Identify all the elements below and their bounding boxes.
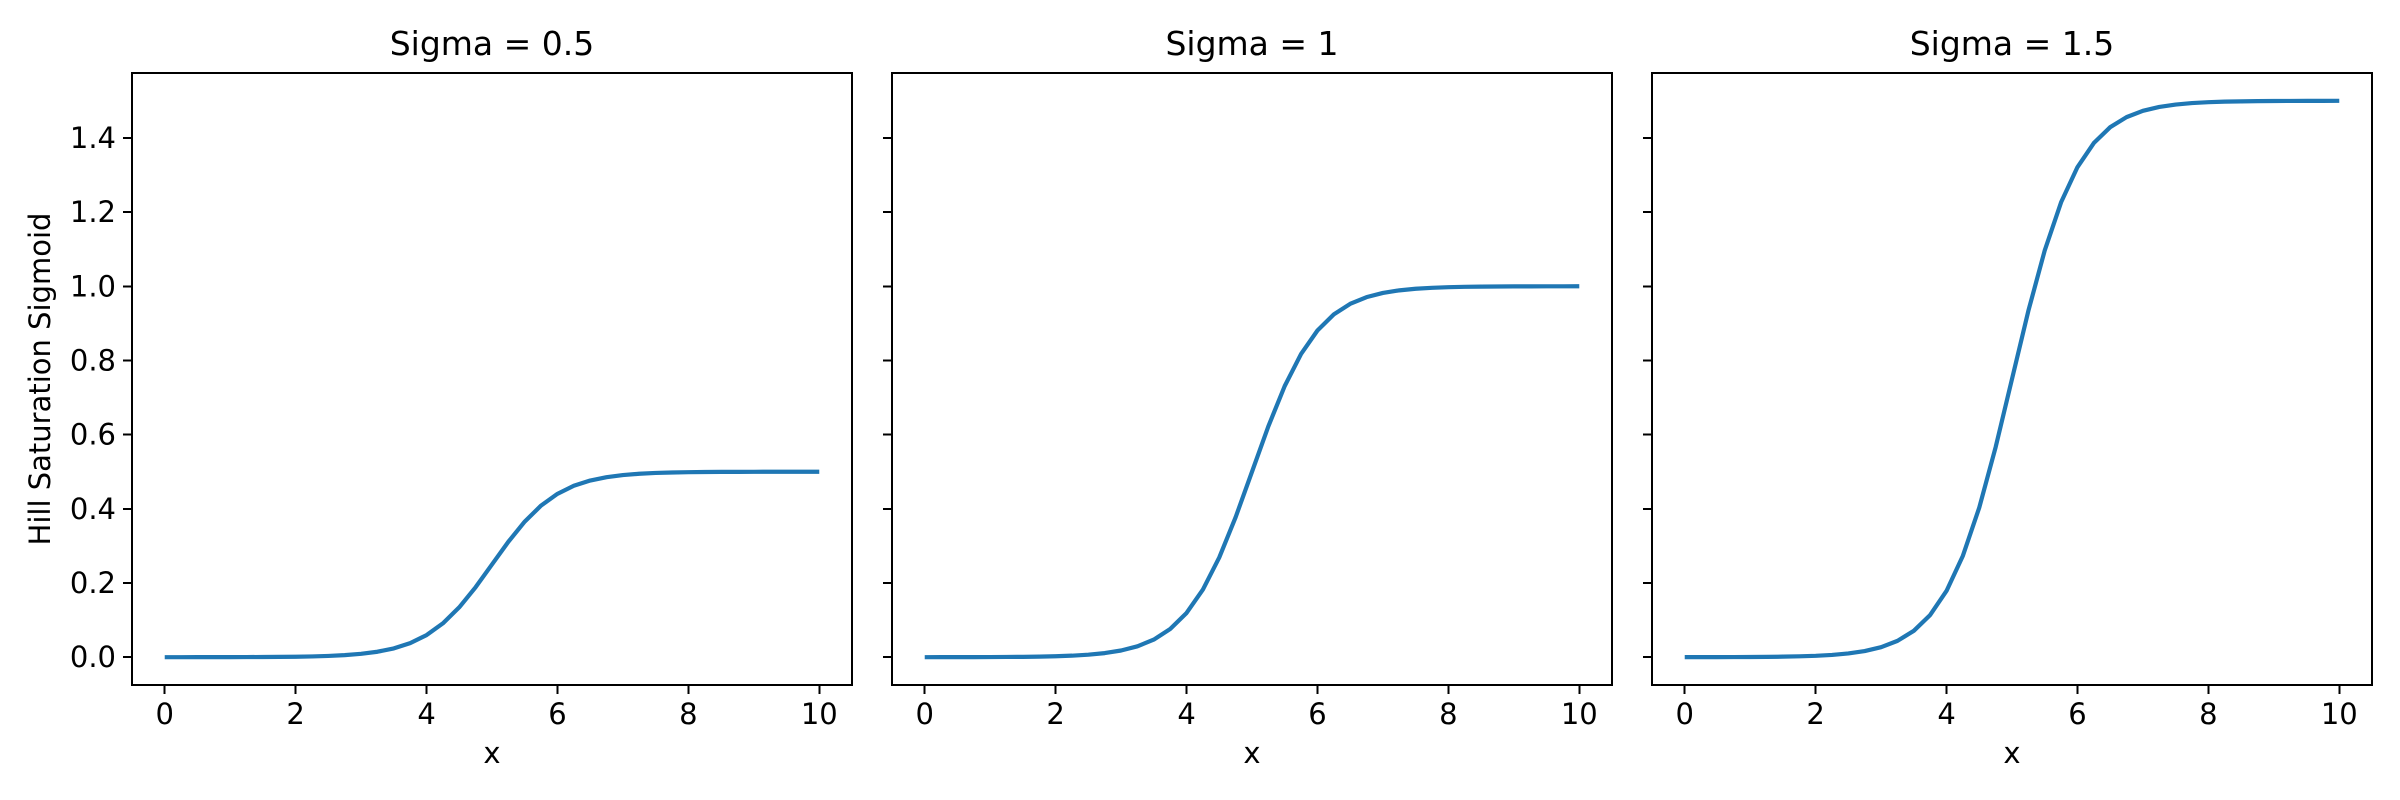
y-axis-ticks bbox=[1643, 136, 1652, 659]
x-tick-label: 0 bbox=[1676, 697, 1694, 731]
y-tick-label: 0.0 bbox=[70, 640, 116, 674]
y-tick-label: 1.0 bbox=[70, 269, 116, 303]
x-tick-label: 4 bbox=[1177, 697, 1195, 731]
subplot-2-axes: 0 2 4 6 8 10 bbox=[883, 72, 1613, 731]
axes-frame bbox=[891, 72, 1613, 686]
x-axis-ticks: 0 2 4 6 8 10 bbox=[916, 685, 1598, 731]
x-tick-label: 2 bbox=[1806, 697, 1824, 731]
subplot-1-title: Sigma = 0.5 bbox=[389, 24, 595, 63]
y-tick-label: 1.2 bbox=[70, 195, 116, 229]
x-tick-label: 10 bbox=[1561, 697, 1598, 731]
x-tick-label: 2 bbox=[1046, 697, 1064, 731]
y-tick-label: 0.2 bbox=[70, 566, 116, 600]
x-tick-label: 10 bbox=[801, 697, 838, 731]
y-axis-ticks bbox=[883, 136, 892, 659]
x-tick-label: 6 bbox=[548, 697, 566, 731]
subplot-2-xlabel: x bbox=[1243, 736, 1261, 770]
x-tick-label: 0 bbox=[916, 697, 934, 731]
subplot-3-xlabel: x bbox=[2003, 736, 2021, 770]
axes-frame bbox=[131, 72, 853, 686]
y-tick-label: 1.4 bbox=[70, 121, 116, 155]
x-axis-ticks: 0 2 4 6 8 10 bbox=[156, 685, 838, 731]
subplot-1-axes: 0 2 4 6 8 10 0.0 0.2 0.4 0.6 0.8 1.0 1.2 1.4 bbox=[70, 72, 853, 731]
x-tick-label: 4 bbox=[417, 697, 435, 731]
axes-frame bbox=[1651, 72, 2373, 686]
curve-sigma-1.5 bbox=[1684, 98, 2340, 660]
x-tick-label: 8 bbox=[2199, 697, 2217, 731]
x-tick-label: 8 bbox=[679, 697, 697, 731]
x-tick-label: 2 bbox=[286, 697, 304, 731]
x-tick-label: 8 bbox=[1439, 697, 1457, 731]
y-tick-label: 0.4 bbox=[70, 492, 116, 526]
x-axis-ticks: 0 2 4 6 8 10 bbox=[1676, 685, 2358, 731]
y-axis-ticks: 0.0 0.2 0.4 0.6 0.8 1.0 1.2 1.4 bbox=[70, 121, 132, 674]
subplot-3-title: Sigma = 1.5 bbox=[1909, 24, 2115, 63]
x-tick-label: 6 bbox=[1308, 697, 1326, 731]
subplot-3-axes: 0 2 4 6 8 10 bbox=[1643, 72, 2373, 731]
y-tick-label: 0.8 bbox=[70, 343, 116, 377]
x-tick-label: 6 bbox=[2068, 697, 2086, 731]
y-tick-label: 0.6 bbox=[70, 418, 116, 452]
x-tick-label: 10 bbox=[2321, 697, 2358, 731]
x-tick-label: 0 bbox=[156, 697, 174, 731]
y-axis-label: Hill Saturation Sigmoid bbox=[23, 212, 57, 546]
curve-sigma-1 bbox=[924, 284, 1580, 660]
curve-sigma-0.5 bbox=[164, 469, 820, 660]
x-tick-label: 4 bbox=[1937, 697, 1955, 731]
subplot-1-xlabel: x bbox=[483, 736, 501, 770]
subplot-2-title: Sigma = 1 bbox=[1165, 24, 1339, 63]
